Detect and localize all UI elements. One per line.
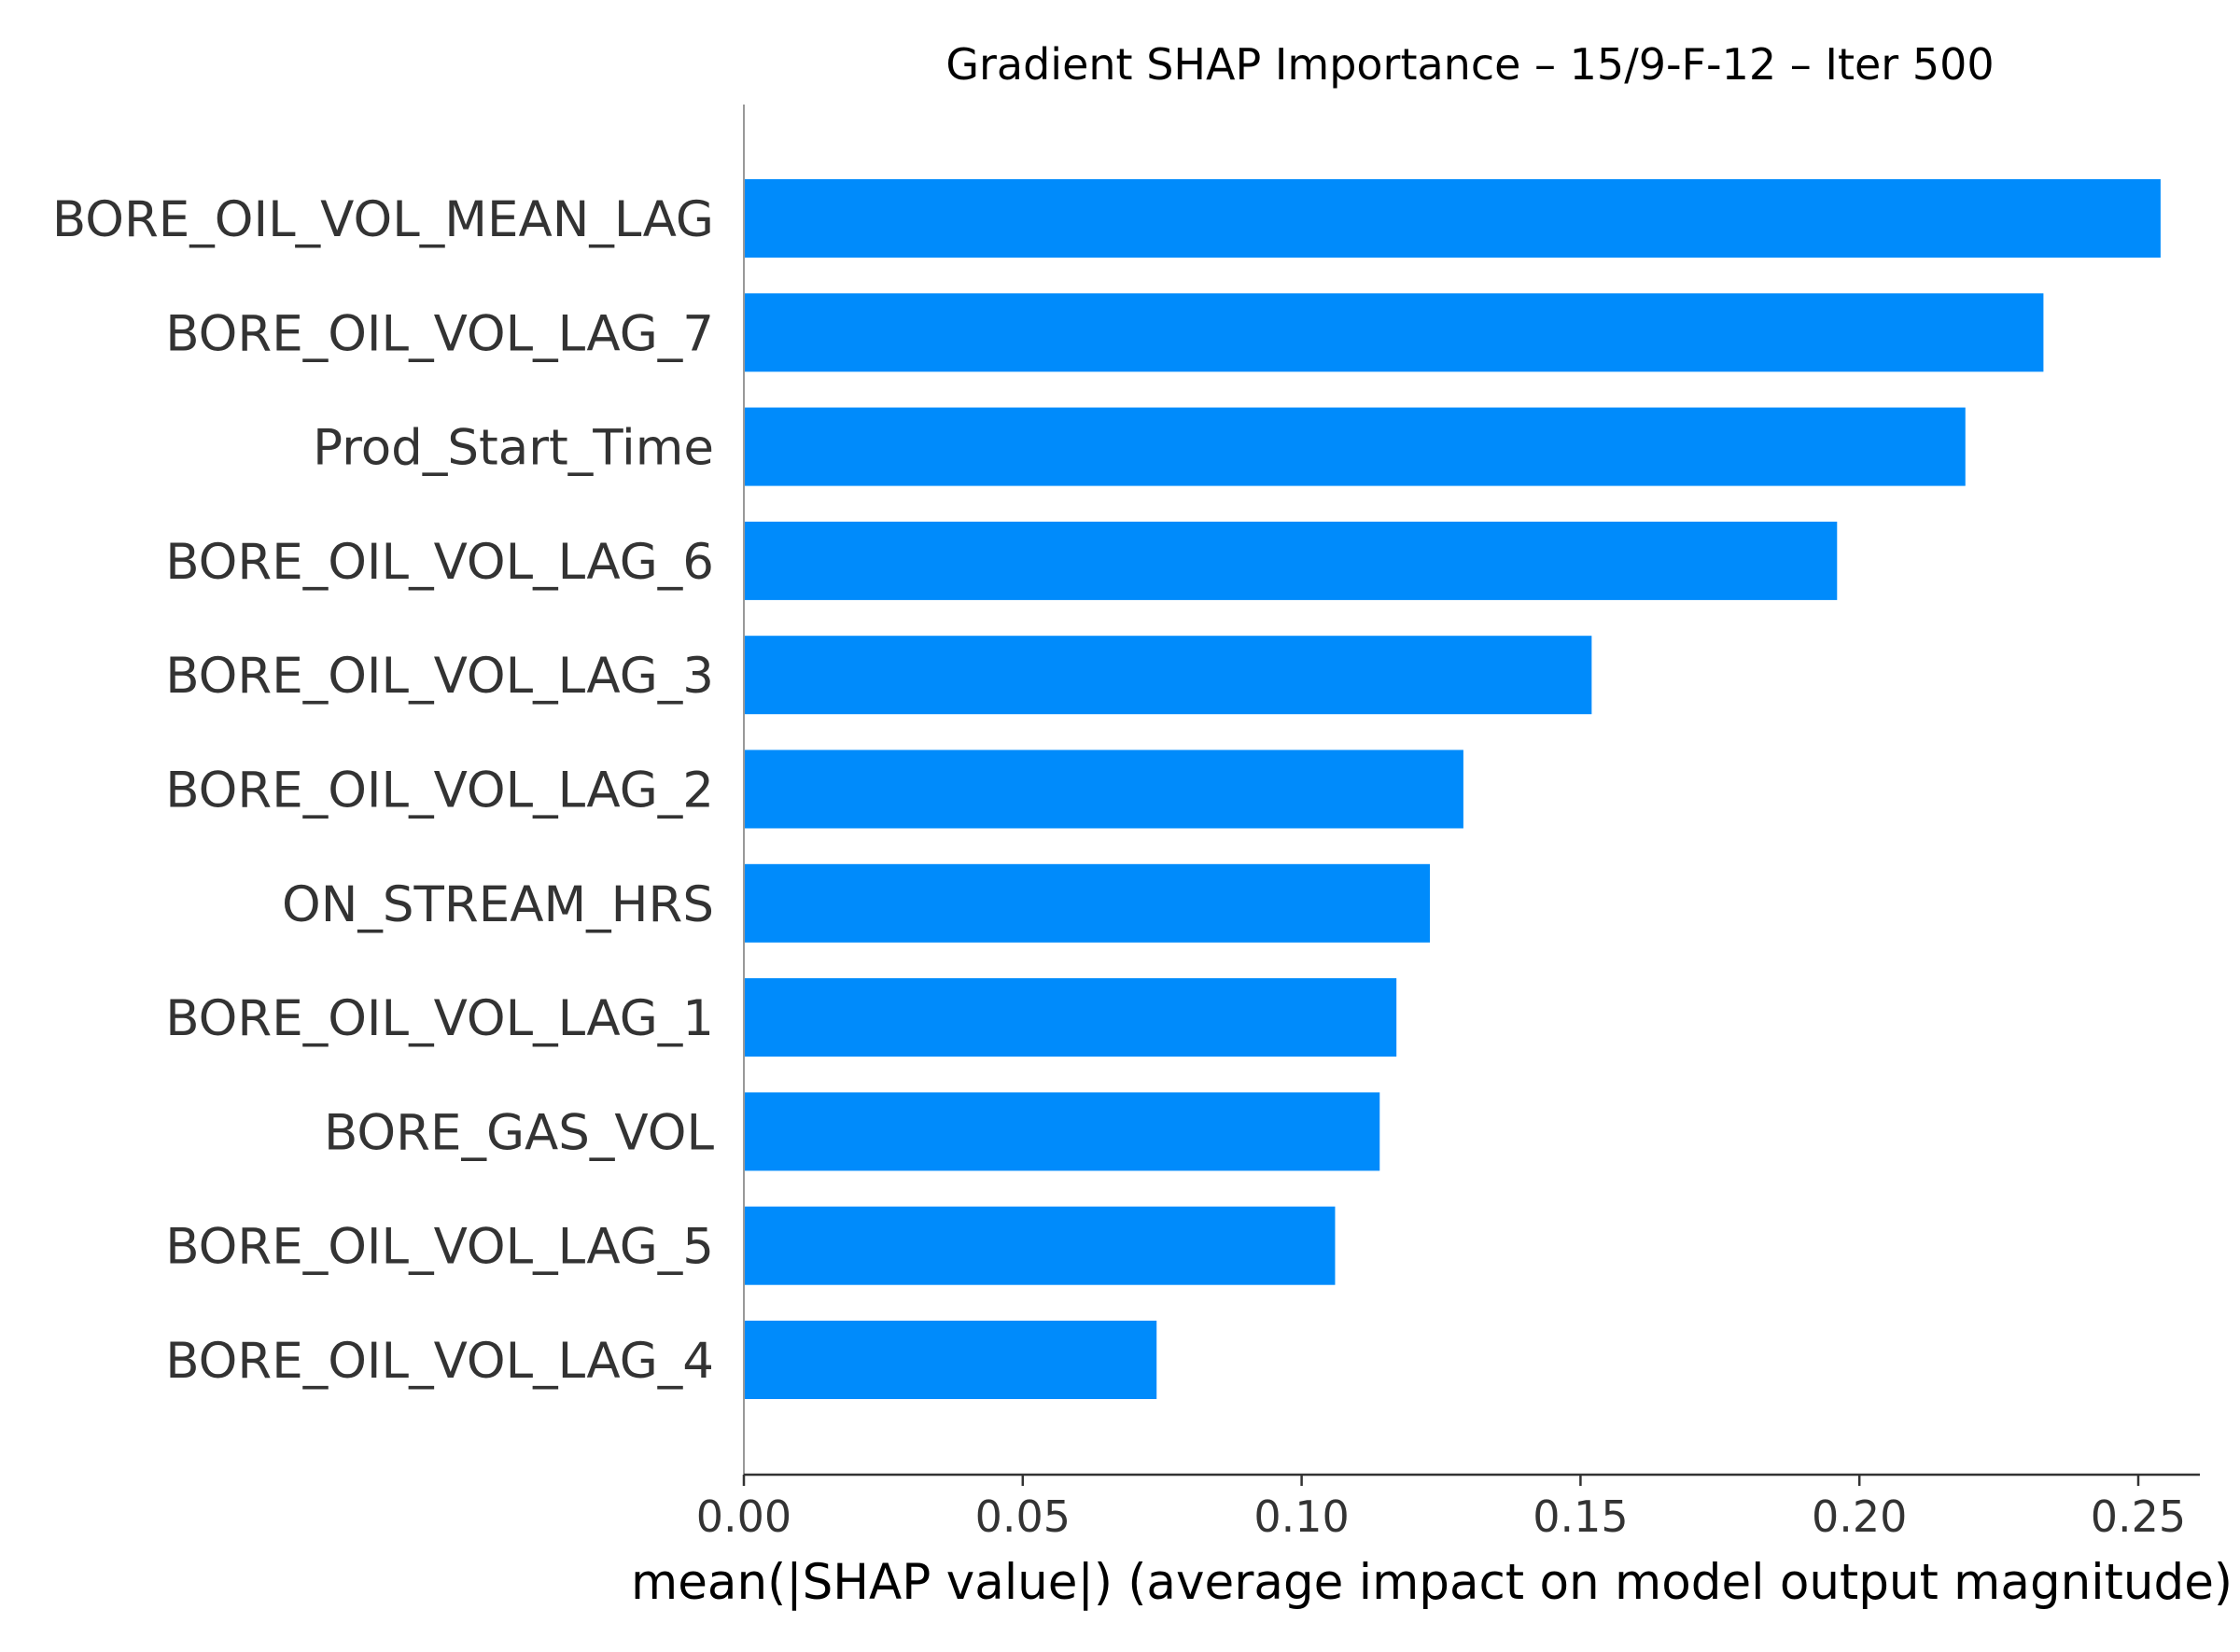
x-tick-label: 0.05 (975, 1491, 1071, 1542)
category-label: BORE_OIL_VOL_LAG_7 (165, 305, 714, 362)
bar (744, 863, 1431, 943)
bar (744, 179, 2161, 258)
x-tick-label: 0.00 (696, 1491, 791, 1542)
category-label: Prod_Start_Time (313, 420, 714, 477)
x-tick-label: 0.10 (1253, 1491, 1349, 1542)
x-tick-label: 0.20 (1812, 1491, 1907, 1542)
bar (744, 749, 1463, 829)
category-label: BORE_GAS_VOL (324, 1104, 714, 1161)
category-label: BORE_OIL_VOL_LAG_2 (165, 763, 714, 819)
bars-group (744, 179, 2161, 1399)
category-label: BORE_OIL_VOL_LAG_3 (165, 648, 714, 705)
category-labels: BORE_OIL_VOL_MEAN_LAG BORE_OIL_VOL_LAG_7 P… (52, 191, 715, 1390)
bar (744, 293, 2044, 372)
category-label: BORE_OIL_VOL_LAG_5 (165, 1219, 714, 1276)
category-label: BORE_OIL_VOL_LAG_4 (165, 1333, 714, 1390)
bar (744, 1206, 1336, 1285)
category-label: BORE_OIL_VOL_LAG_6 (165, 534, 714, 591)
x-ticks: 0.00 0.05 0.10 0.15 0.20 0.25 (696, 1475, 2186, 1542)
category-label: ON_STREAM_HRS (282, 876, 714, 933)
x-tick-label: 0.15 (1533, 1491, 1628, 1542)
x-axis-label: mean(|SHAP value|) (average impact on mo… (631, 1554, 2233, 1611)
bar (744, 636, 1592, 715)
bar (744, 978, 1397, 1057)
bar (744, 521, 1838, 600)
chart-title: Gradient SHAP Importance – 15/9-F-12 – I… (945, 39, 1994, 90)
x-tick-label: 0.25 (2091, 1491, 2186, 1542)
bar (744, 1321, 1157, 1399)
category-label: BORE_OIL_VOL_LAG_1 (165, 990, 714, 1047)
bar (744, 1092, 1380, 1171)
category-label: BORE_OIL_VOL_MEAN_LAG (52, 191, 714, 248)
bar (744, 407, 1966, 486)
